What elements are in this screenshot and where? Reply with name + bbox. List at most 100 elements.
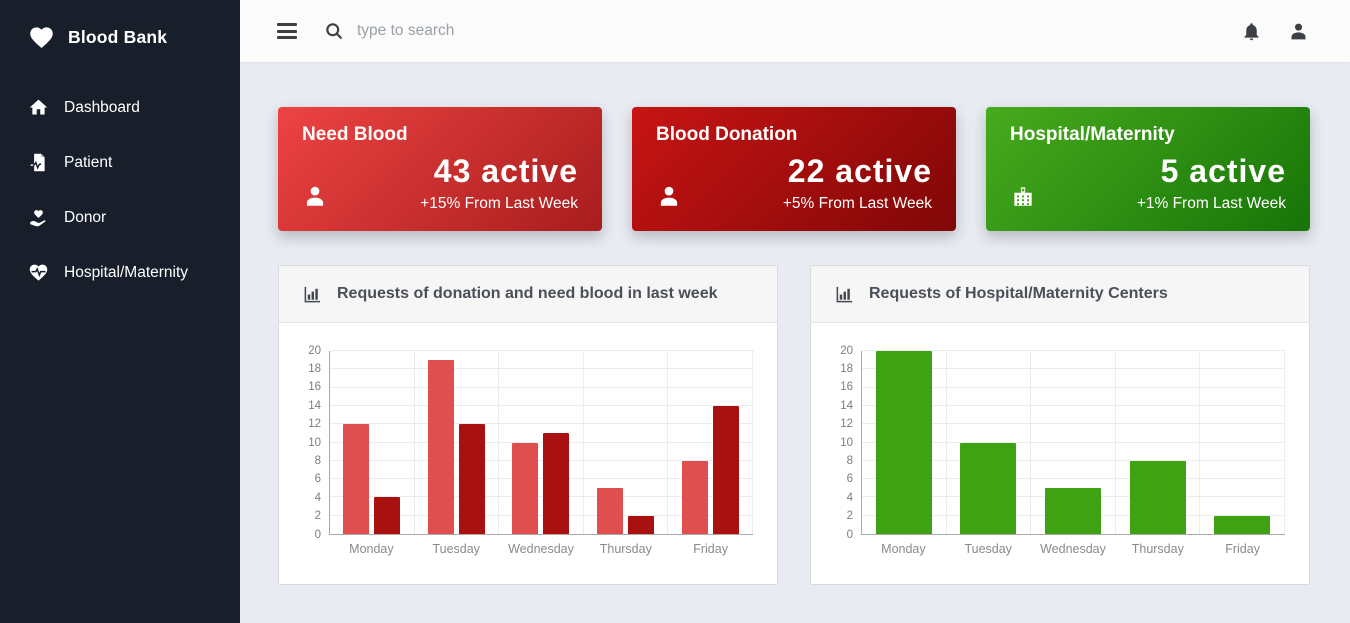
y-axis-tick-label: 2: [846, 509, 853, 522]
y-axis-tick-label: 6: [846, 473, 853, 486]
bar-wednesday: [543, 433, 570, 534]
sidebar-item-label: Patient: [64, 153, 113, 171]
y-axis-tick-label: 2: [314, 509, 321, 522]
stat-card-delta: +5% From Last Week: [782, 195, 932, 212]
user-profile-icon[interactable]: [1288, 21, 1309, 42]
category-column-wednesday: [499, 351, 584, 534]
category-column-tuesday: [415, 351, 500, 534]
x-axis: Monday Tuesday Wednesday Thursday Friday: [329, 542, 753, 556]
category-column-monday: [330, 351, 415, 534]
bar-monday: [875, 351, 932, 534]
patient-file-icon: [28, 152, 49, 173]
x-axis-label: Friday: [693, 542, 728, 556]
y-axis-tick-label: 12: [308, 417, 321, 430]
search-input[interactable]: [357, 22, 697, 40]
y-axis: 0 2 4 6 8 10 12 14 16 18 20: [825, 345, 861, 540]
x-axis-label: Wednesday: [508, 542, 574, 556]
stat-card-value: 22 active: [787, 153, 932, 189]
gridline: [862, 386, 1285, 388]
bar-monday: [343, 424, 370, 534]
bar-tuesday: [960, 442, 1017, 534]
stat-card-delta: +15% From Last Week: [420, 195, 578, 212]
gridline: [330, 496, 753, 498]
y-axis-tick-label: 4: [314, 491, 321, 504]
stat-card-hospital-maternity: Hospital/Maternity 5 active +1% From Las…: [986, 107, 1310, 231]
category-column-monday: [862, 351, 947, 534]
sidebar-item-label: Donor: [64, 208, 107, 226]
y-axis-tick-label: 12: [840, 417, 853, 430]
bar-wednesday: [512, 442, 539, 534]
sidebar-nav: Dashboard Patient Donor Hospital/Materni…: [28, 97, 240, 283]
sidebar-item-label: Hospital/Maternity: [64, 263, 189, 281]
category-column-friday: [668, 351, 753, 534]
bar-tuesday: [427, 360, 454, 534]
bar-tuesday: [458, 424, 485, 534]
y-axis-tick-label: 20: [308, 344, 321, 357]
y-axis-tick-label: 18: [840, 362, 853, 375]
sidebar-item-patient[interactable]: Patient: [28, 152, 240, 173]
gridline: [330, 386, 753, 388]
y-axis-tick-label: 8: [314, 454, 321, 467]
gridline: [330, 423, 753, 425]
chart-header: Requests of donation and need blood in l…: [279, 266, 777, 323]
y-axis-tick-label: 18: [308, 362, 321, 375]
sidebar-item-dashboard[interactable]: Dashboard: [28, 97, 240, 118]
gridline: [862, 478, 1285, 480]
notifications-bell-icon[interactable]: [1241, 21, 1262, 42]
hand-holding-heart-icon: [28, 207, 49, 228]
main-column: Need Blood 43 active +15% From Last Week…: [240, 0, 1350, 623]
x-axis-label: Wednesday: [1040, 542, 1106, 556]
x-axis-label: Tuesday: [964, 542, 1012, 556]
search-icon: [324, 21, 344, 41]
gridline: [330, 350, 753, 351]
gridline: [862, 350, 1285, 351]
topbar: [240, 0, 1350, 62]
dashboard-content: Need Blood 43 active +15% From Last Week…: [240, 62, 1350, 623]
gridline: [862, 404, 1285, 406]
y-axis-tick-label: 4: [846, 491, 853, 504]
gridline: [330, 368, 753, 370]
gridline: [330, 478, 753, 480]
plot-grid: [861, 350, 1285, 535]
sidebar-item-donor[interactable]: Donor: [28, 207, 240, 228]
stat-card-need-blood: Need Blood 43 active +15% From Last Week: [278, 107, 602, 231]
y-axis-tick-label: 8: [846, 454, 853, 467]
bar-thursday: [628, 515, 655, 534]
app-brand[interactable]: Blood Bank: [28, 24, 240, 51]
gridline: [862, 441, 1285, 443]
y-axis-tick-label: 14: [840, 399, 853, 412]
chart-title: Requests of Hospital/Maternity Centers: [869, 285, 1168, 302]
chart-card-donation-need-blood: Requests of donation and need blood in l…: [278, 265, 778, 585]
heart-logo-icon: [28, 24, 55, 51]
bar-monday: [374, 497, 401, 534]
y-axis-tick-label: 6: [314, 473, 321, 486]
x-axis-label: Tuesday: [432, 542, 480, 556]
gridline: [862, 459, 1285, 461]
stat-cards-row: Need Blood 43 active +15% From Last Week…: [278, 107, 1310, 231]
stat-card-title: Need Blood: [302, 124, 408, 145]
x-axis-label: Friday: [1225, 542, 1260, 556]
sidebar-item-hospital-maternity[interactable]: Hospital/Maternity: [28, 262, 240, 283]
topbar-icons: [1241, 21, 1309, 42]
gridline: [330, 459, 753, 461]
x-axis: Monday Tuesday Wednesday Thursday Friday: [861, 542, 1285, 556]
stat-card-title: Blood Donation: [656, 124, 798, 145]
stat-card-blood-donation: Blood Donation 22 active +5% From Last W…: [632, 107, 956, 231]
menu-toggle-button[interactable]: [277, 23, 297, 39]
bar-wednesday: [1044, 488, 1101, 534]
hospital-icon: [1010, 183, 1036, 214]
bar-thursday: [597, 488, 624, 534]
gridline: [862, 423, 1285, 425]
y-axis-tick-label: 0: [846, 528, 853, 541]
bar-friday: [1214, 515, 1271, 534]
person-icon: [302, 183, 328, 214]
stat-card-title: Hospital/Maternity: [1010, 124, 1175, 145]
y-axis-tick-label: 16: [840, 381, 853, 394]
category-column-friday: [1200, 351, 1285, 534]
category-column-tuesday: [947, 351, 1032, 534]
stat-card-delta: +1% From Last Week: [1136, 195, 1286, 212]
y-axis-tick-label: 0: [314, 528, 321, 541]
bar-chart-icon: [303, 285, 322, 304]
category-column-wednesday: [1031, 351, 1116, 534]
chart-plot-area: 0 2 4 6 8 10 12 14 16 18 20 Monday Tuesday Wednesday…: [279, 323, 777, 556]
